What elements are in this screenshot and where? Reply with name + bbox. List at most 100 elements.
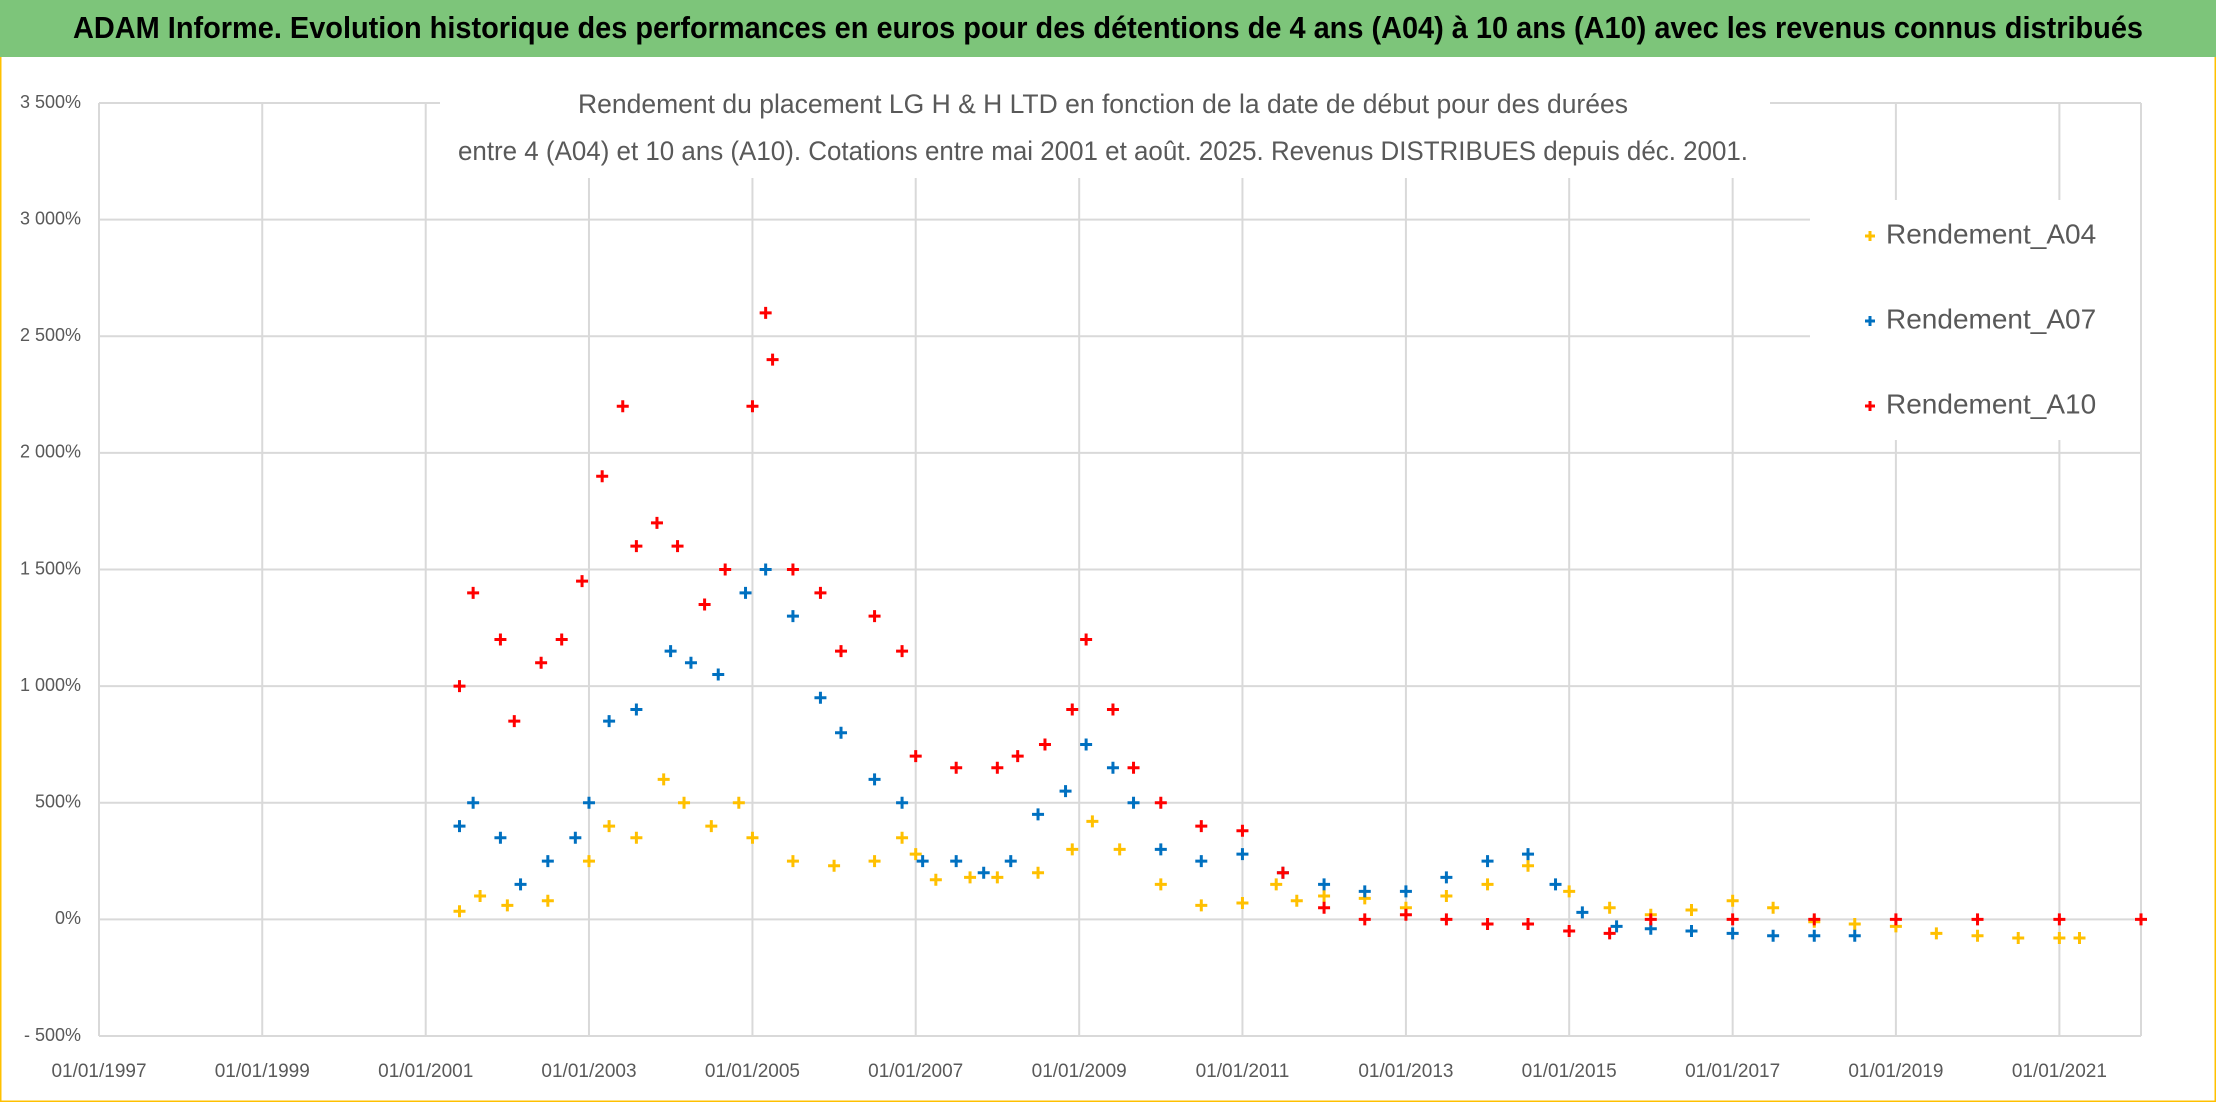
data-point (868, 610, 881, 623)
data-point (453, 905, 466, 918)
data-point (1848, 918, 1861, 931)
data-point (684, 656, 697, 669)
x-tick-label: 01/01/1997 (51, 1061, 146, 1082)
data-point (630, 540, 643, 553)
data-point (896, 796, 909, 809)
legend-marker (1865, 231, 1875, 241)
data-point (1127, 761, 1140, 774)
data-point (786, 563, 799, 576)
data-point (1644, 913, 1657, 926)
data-point (494, 633, 507, 646)
data-point (1066, 703, 1079, 716)
data-point (1563, 925, 1576, 938)
data-point (1889, 913, 1902, 926)
data-point (759, 306, 772, 319)
data-point (596, 470, 609, 483)
data-point (1270, 878, 1283, 891)
data-point (1106, 703, 1119, 716)
data-point (1808, 929, 1821, 942)
y-tick-label: 0% (55, 908, 81, 928)
data-point (1971, 913, 1984, 926)
data-point (1358, 885, 1371, 898)
data-point (1767, 929, 1780, 942)
data-point (508, 715, 521, 728)
data-point (698, 598, 711, 611)
legend-label: Rendement_A07 (1886, 303, 2096, 334)
data-point (2135, 913, 2147, 926)
data-point (514, 878, 527, 891)
data-point (835, 726, 848, 739)
subtitle-backing (440, 86, 1770, 178)
data-point (759, 563, 772, 576)
data-point (1154, 843, 1167, 856)
data-point (1481, 918, 1494, 931)
data-point (712, 668, 725, 681)
data-point (453, 680, 466, 693)
data-point (1038, 738, 1051, 751)
data-point (746, 400, 759, 413)
y-tick-label: 1 000% (20, 675, 81, 695)
data-point (1399, 885, 1412, 898)
data-point (1195, 820, 1208, 833)
data-point (657, 773, 670, 786)
data-point (1154, 878, 1167, 891)
data-point (1032, 808, 1045, 821)
x-tick-label: 01/01/2007 (868, 1061, 963, 1082)
data-point (541, 894, 554, 907)
data-point (1522, 918, 1535, 931)
x-tick-label: 01/01/2009 (1032, 1061, 1127, 1082)
data-point (746, 831, 759, 844)
data-point (1576, 906, 1589, 919)
data-point (896, 645, 909, 658)
data-point (1004, 855, 1017, 868)
y-tick-label: 3 500% (20, 92, 81, 112)
data-point (1685, 925, 1698, 938)
data-point (2053, 932, 2066, 945)
data-point (1726, 913, 1739, 926)
data-point (835, 645, 848, 658)
data-point (1113, 843, 1126, 856)
data-point (501, 899, 514, 912)
data-point (1195, 899, 1208, 912)
page-title: ADAM Informe. Evolution historique des p… (73, 10, 2143, 45)
data-point (786, 610, 799, 623)
subtitle: entre 4 (A04) et 10 ans (A10). Cotations… (458, 136, 1748, 166)
data-point (1481, 855, 1494, 868)
x-tick-label: 01/01/2005 (705, 1061, 800, 1082)
data-point (603, 820, 616, 833)
data-point (1848, 929, 1861, 942)
data-point (950, 855, 963, 868)
data-point (1318, 901, 1331, 914)
data-point (582, 796, 595, 809)
data-point (1930, 927, 1943, 940)
data-point (494, 831, 507, 844)
data-point (1440, 890, 1453, 903)
legend-marker (1865, 316, 1875, 326)
data-point (1106, 761, 1119, 774)
data-point (535, 656, 548, 669)
data-point (1236, 824, 1249, 837)
x-tick-label: 01/01/2021 (2012, 1061, 2107, 1082)
data-point (1610, 920, 1623, 933)
data-point (1032, 866, 1045, 879)
data-point (1195, 855, 1208, 868)
data-point (650, 516, 663, 529)
data-point (569, 831, 582, 844)
data-point (467, 586, 480, 599)
legend-marker (1865, 401, 1875, 411)
data-point (671, 540, 684, 553)
data-point (1236, 848, 1249, 861)
x-tick-label: 01/01/2001 (378, 1061, 473, 1082)
data-point (1971, 929, 1984, 942)
data-point (705, 820, 718, 833)
data-point (1685, 904, 1698, 917)
data-point (828, 859, 841, 872)
x-tick-label: 01/01/2013 (1358, 1061, 1453, 1082)
data-point (1440, 913, 1453, 926)
data-point (1549, 878, 1562, 891)
data-point (929, 873, 942, 886)
data-point (1127, 796, 1140, 809)
data-point (909, 750, 922, 763)
